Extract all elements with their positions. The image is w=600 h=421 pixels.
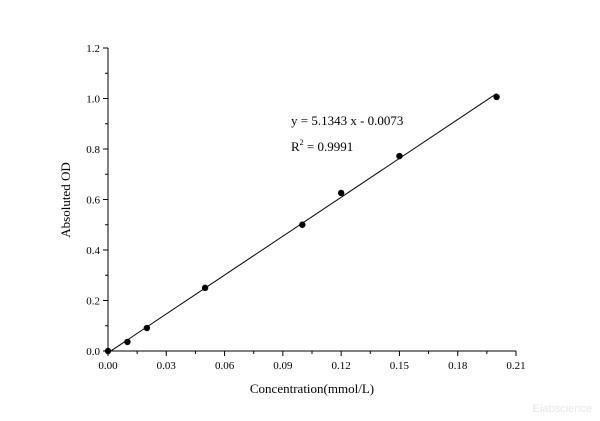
y-tick-label: 0.0: [86, 346, 100, 358]
x-tick-label: 0.06: [215, 360, 235, 372]
data-point: [493, 93, 500, 101]
x-tick-label: 0.03: [157, 360, 177, 372]
marks: [104, 93, 500, 355]
data-point: [201, 284, 209, 292]
data-point: [104, 347, 112, 355]
y-axis-label: Absoluted OD: [58, 162, 73, 237]
data-point: [396, 152, 403, 160]
data-point: [299, 221, 306, 228]
data-point: [143, 324, 151, 332]
x-tick-label: 0.21: [506, 360, 525, 372]
x-axis-label: Concentration(mmol/L): [250, 381, 374, 396]
r-squared: R2 = 0.9991: [291, 138, 353, 154]
watermark: Elabscience: [533, 403, 592, 415]
y-tick-label: 0.6: [86, 195, 100, 207]
fit-equation: y = 5.1343 x - 0.0073: [291, 113, 403, 128]
y-tick-label: 1.2: [86, 43, 100, 55]
axes: 0.00 0.03 0.06 0.09 0.12 0.15 0.18 0.21 0.0 0.2 0.…: [86, 43, 525, 372]
data-point: [337, 189, 345, 197]
x-tick-label: 0.18: [448, 360, 468, 372]
x-tick-label: 0.09: [273, 360, 293, 372]
y-tick-label: 0.2: [86, 296, 100, 308]
data-point: [124, 338, 131, 346]
x-tick-label: 0.00: [98, 360, 118, 372]
x-tick-label: 0.12: [332, 360, 351, 372]
x-tick-label: 0.15: [390, 360, 410, 372]
y-tick-label: 0.8: [86, 144, 100, 156]
y-tick-label: 0.4: [86, 245, 100, 257]
y-tick-label: 1.0: [86, 94, 100, 106]
